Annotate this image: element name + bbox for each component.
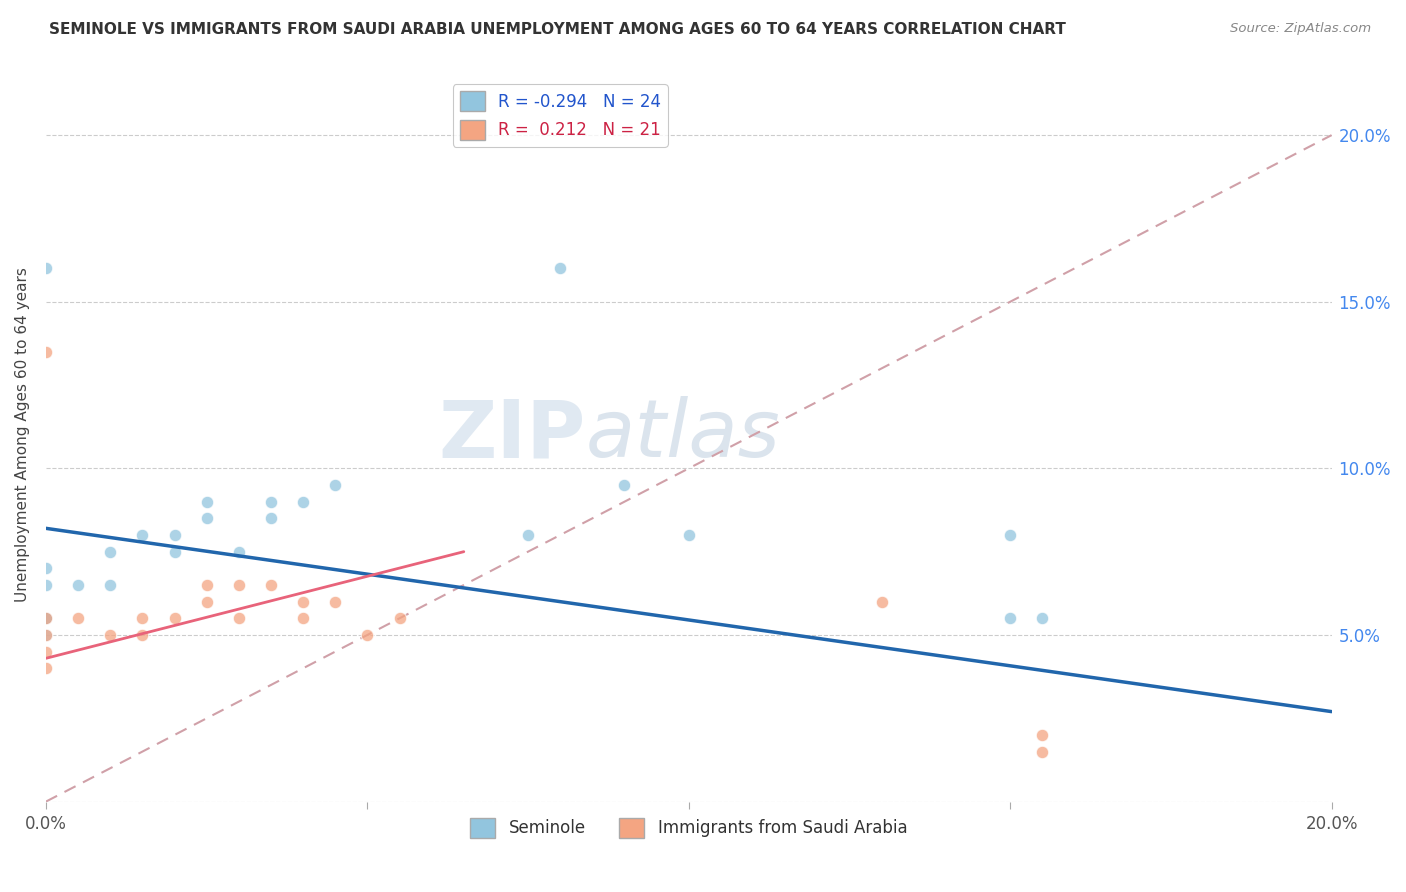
Y-axis label: Unemployment Among Ages 60 to 64 years: Unemployment Among Ages 60 to 64 years bbox=[15, 268, 30, 602]
Legend: Seminole, Immigrants from Saudi Arabia: Seminole, Immigrants from Saudi Arabia bbox=[464, 811, 914, 845]
Point bbox=[870, 594, 893, 608]
Point bbox=[163, 544, 186, 558]
Point bbox=[260, 578, 283, 592]
Point bbox=[228, 544, 250, 558]
Point bbox=[35, 628, 58, 642]
Point bbox=[260, 511, 283, 525]
Point bbox=[67, 611, 90, 625]
Point bbox=[1031, 745, 1053, 759]
Point bbox=[98, 628, 121, 642]
Point bbox=[228, 578, 250, 592]
Point bbox=[1031, 728, 1053, 742]
Point bbox=[356, 628, 378, 642]
Point bbox=[228, 611, 250, 625]
Point bbox=[35, 578, 58, 592]
Point bbox=[35, 611, 58, 625]
Point bbox=[613, 478, 636, 492]
Point bbox=[131, 628, 153, 642]
Point bbox=[35, 344, 58, 359]
Point bbox=[131, 528, 153, 542]
Point bbox=[163, 611, 186, 625]
Point bbox=[35, 611, 58, 625]
Point bbox=[323, 594, 346, 608]
Point bbox=[260, 494, 283, 508]
Point bbox=[98, 544, 121, 558]
Point bbox=[195, 578, 218, 592]
Point bbox=[292, 611, 315, 625]
Point bbox=[35, 628, 58, 642]
Point bbox=[163, 528, 186, 542]
Point bbox=[35, 261, 58, 276]
Point bbox=[195, 594, 218, 608]
Text: atlas: atlas bbox=[586, 396, 780, 474]
Text: Source: ZipAtlas.com: Source: ZipAtlas.com bbox=[1230, 22, 1371, 36]
Text: SEMINOLE VS IMMIGRANTS FROM SAUDI ARABIA UNEMPLOYMENT AMONG AGES 60 TO 64 YEARS : SEMINOLE VS IMMIGRANTS FROM SAUDI ARABIA… bbox=[49, 22, 1066, 37]
Point bbox=[131, 611, 153, 625]
Point bbox=[98, 578, 121, 592]
Point bbox=[35, 611, 58, 625]
Point bbox=[35, 561, 58, 575]
Point bbox=[67, 578, 90, 592]
Point bbox=[517, 528, 540, 542]
Point bbox=[678, 528, 700, 542]
Point bbox=[292, 594, 315, 608]
Point bbox=[1031, 611, 1053, 625]
Point bbox=[388, 611, 411, 625]
Point bbox=[35, 645, 58, 659]
Point bbox=[35, 661, 58, 675]
Point bbox=[323, 478, 346, 492]
Text: ZIP: ZIP bbox=[439, 396, 586, 474]
Point bbox=[548, 261, 571, 276]
Point bbox=[998, 611, 1021, 625]
Point bbox=[195, 511, 218, 525]
Point bbox=[292, 494, 315, 508]
Point bbox=[195, 494, 218, 508]
Point bbox=[998, 528, 1021, 542]
